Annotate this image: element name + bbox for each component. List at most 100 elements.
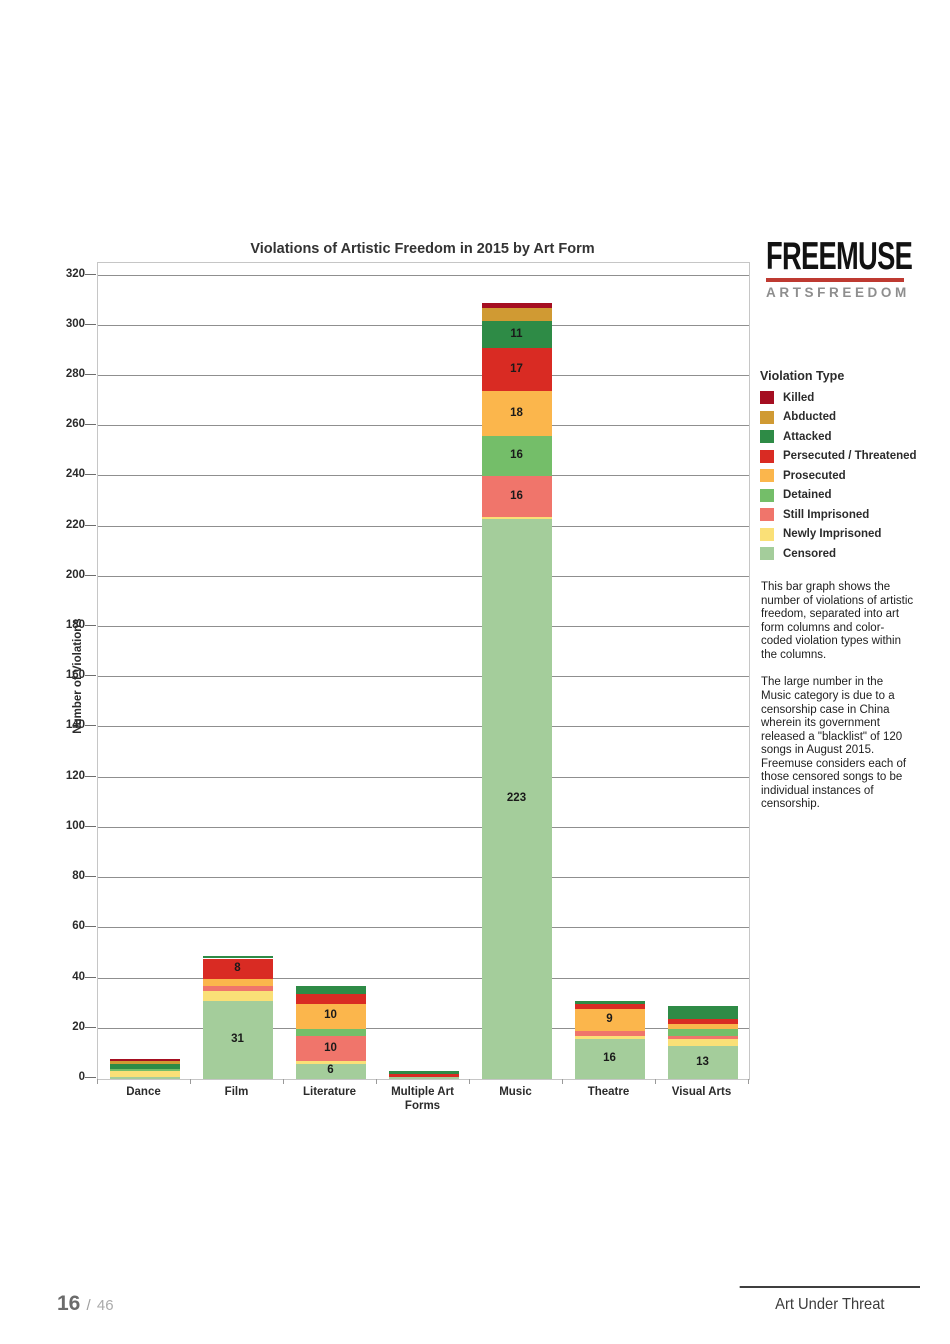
x-tick-mark <box>283 1079 284 1084</box>
segment-value-label: 16 <box>510 489 523 502</box>
segment-newly-imprisoned <box>109 1071 180 1077</box>
gridline-40 <box>98 977 749 979</box>
segment-persecuted-threatened: 17 <box>481 348 552 392</box>
gridline-300 <box>98 324 749 326</box>
y-tick-label: 220 <box>65 518 85 531</box>
segment-prosecuted <box>667 1023 738 1029</box>
x-category-label: Literature <box>302 1086 357 1098</box>
segment-prosecuted: 9 <box>574 1008 645 1032</box>
segment-abducted <box>481 308 552 321</box>
legend: Violation Type Killed Abducted Attacked Per… <box>760 369 950 567</box>
legend-title: Violation Type <box>760 369 845 383</box>
legend-item-killed: Killed <box>760 391 950 404</box>
segment-attacked <box>295 986 366 994</box>
y-tick-label: 140 <box>65 719 85 732</box>
gridline-60 <box>98 927 749 929</box>
legend-label: Attacked <box>783 430 832 443</box>
segment-value-label: 6 <box>327 1064 334 1077</box>
x-category-label-line: Multiple Art <box>391 1086 454 1098</box>
legend-item-newly-imprisoned: Newly Imprisoned <box>760 527 950 541</box>
legend-item-still-imprisoned: Still Imprisoned <box>760 508 950 521</box>
x-tick-mark <box>469 1079 470 1084</box>
segment-newly-imprisoned <box>202 991 273 1002</box>
bar-multiple-art-forms <box>388 263 459 1079</box>
legend-swatch <box>760 527 774 541</box>
description-notes: This bar graph shows the number of viola… <box>761 581 914 826</box>
y-tick-mark <box>85 373 96 375</box>
legend-swatch <box>760 547 774 560</box>
y-tick-mark <box>85 524 96 526</box>
y-tick-label: 40 <box>72 970 85 983</box>
bar-literature: 6 10 10 <box>295 263 366 1079</box>
page-number: 16 / 46 <box>57 1292 114 1316</box>
logo-wordmark: FREEMUSE <box>766 235 913 278</box>
bar-music: 223 16 16 18 17 11 <box>481 263 552 1079</box>
segment-censored: 223 <box>481 519 552 1079</box>
bar-visual-arts: 13 <box>667 263 738 1079</box>
segment-detained: 16 <box>481 436 552 477</box>
bar-dance <box>109 263 180 1079</box>
y-tick-label: 180 <box>65 619 85 632</box>
note-paragraph-1: This bar graph shows the number of viola… <box>761 581 914 661</box>
legend-swatch <box>760 391 774 404</box>
y-tick-label: 0 <box>78 1071 85 1083</box>
legend-swatch <box>760 410 774 424</box>
y-tick-mark <box>85 1077 96 1078</box>
segment-still-imprisoned <box>574 1031 645 1037</box>
y-tick-mark <box>85 675 96 677</box>
segment-value-label: 10 <box>324 1041 337 1054</box>
segment-newly-imprisoned <box>667 1038 738 1047</box>
bar-film: 31 8 <box>202 263 273 1079</box>
segment-persecuted-threatened <box>667 1018 738 1024</box>
segment-value-label: 9 <box>606 1013 613 1025</box>
gridline-120 <box>98 776 749 778</box>
y-tick-mark <box>85 273 96 275</box>
x-tick-mark <box>190 1079 191 1084</box>
x-tick-mark <box>97 1079 98 1084</box>
segment-value-label: 13 <box>696 1055 709 1068</box>
segment-censored <box>109 1076 180 1079</box>
segment-censored: 31 <box>202 1001 273 1079</box>
y-tick-mark <box>85 876 96 878</box>
x-category-label: Dance <box>126 1086 161 1098</box>
x-tick-mark <box>655 1079 656 1084</box>
gridline-180 <box>98 626 749 628</box>
segment-attacked <box>202 955 273 959</box>
y-tick-label: 20 <box>72 1020 85 1033</box>
segment-prosecuted: 18 <box>481 391 552 437</box>
chart-title: Violations of Artistic Freedom in 2015 b… <box>250 241 595 257</box>
y-tick-mark <box>85 1026 96 1028</box>
gridline-160 <box>98 676 749 678</box>
segment-killed <box>481 303 552 309</box>
segment-value-label: 18 <box>510 406 523 419</box>
page-number-total: 46 <box>96 1297 114 1314</box>
page-number-current: 16 <box>57 1292 81 1315</box>
segment-value-label: 8 <box>234 961 241 974</box>
gridline-80 <box>98 877 749 879</box>
legend-label: Persecuted / Threatened <box>783 450 917 462</box>
gridline-140 <box>98 726 749 728</box>
segment-persecuted-threatened <box>574 1003 645 1009</box>
segment-censored: 6 <box>295 1063 366 1079</box>
y-tick-mark <box>85 323 96 325</box>
note-paragraph-2: The large number in the Music category i… <box>761 676 907 811</box>
y-tick-mark <box>85 825 96 827</box>
legend-label: Censored <box>783 547 837 560</box>
x-category-label: Film <box>224 1086 249 1098</box>
gridline-240 <box>98 475 749 477</box>
segment-still-imprisoned <box>202 986 273 992</box>
page-number-separator: / <box>86 1297 91 1314</box>
segment-attacked <box>667 1006 738 1019</box>
gridline-20 <box>98 1027 749 1029</box>
segment-killed <box>109 1058 180 1062</box>
segment-value-label: 10 <box>324 1009 337 1022</box>
segment-value-label: 11 <box>510 327 523 340</box>
y-tick-label: 60 <box>72 920 85 933</box>
x-category-label: Theatre <box>587 1086 630 1098</box>
gridline-260 <box>98 425 749 427</box>
y-tick-label: 240 <box>65 468 85 481</box>
segment-newly-imprisoned <box>574 1036 645 1039</box>
legend-label: Newly Imprisoned <box>783 528 882 540</box>
segment-still-imprisoned <box>667 1036 738 1039</box>
segment-attacked: 11 <box>481 320 552 349</box>
